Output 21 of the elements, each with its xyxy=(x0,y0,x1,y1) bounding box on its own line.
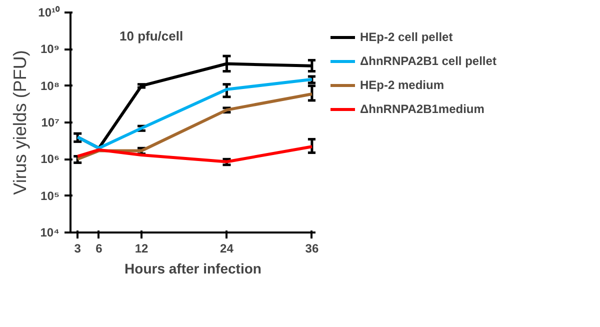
x-tick-label: 3 xyxy=(74,242,82,256)
legend-label: ΔhnRNPA2B1 cell pellet xyxy=(360,54,496,68)
y-tick-label: 10⁴ xyxy=(40,226,60,240)
x-axis-title: Hours after infection xyxy=(124,260,262,276)
line-series xyxy=(76,145,314,164)
line-series xyxy=(76,78,314,150)
x-tick-label: 6 xyxy=(96,242,103,256)
legend-label: ΔhnRNPA2B1medium xyxy=(360,102,484,116)
y-tick-label: 10⁶ xyxy=(40,152,60,166)
x-tick-label: 12 xyxy=(134,242,149,256)
y-tick-label: 10⁵ xyxy=(40,188,60,203)
y-tick-label: 10¹⁰ xyxy=(38,6,60,20)
y-tick-label: 10⁹ xyxy=(40,42,60,56)
y-tick-label: 10⁸ xyxy=(40,78,60,93)
x-tick-label: 24 xyxy=(220,242,234,256)
y-tick-label: 10⁷ xyxy=(41,116,60,130)
legend-label: HEp-2 medium xyxy=(360,78,444,92)
x-tick-label: 36 xyxy=(305,242,319,256)
legend-label: HEp-2 cell pellet xyxy=(360,30,453,44)
annotation: 10 pfu/cell xyxy=(120,28,184,44)
y-axis-title: Virus yields (PFU) xyxy=(10,50,30,195)
